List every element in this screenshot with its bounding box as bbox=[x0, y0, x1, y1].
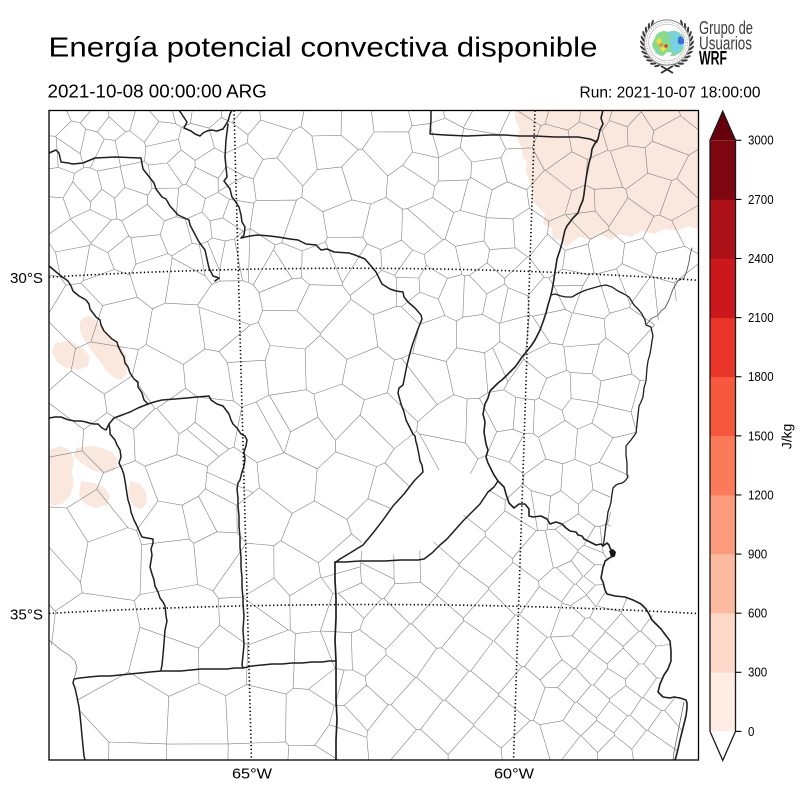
svg-text:300: 300 bbox=[748, 666, 767, 680]
svg-text:60°W: 60°W bbox=[494, 766, 535, 783]
svg-text:35°S: 35°S bbox=[10, 606, 43, 623]
svg-text:1500: 1500 bbox=[748, 429, 774, 443]
svg-text:900: 900 bbox=[748, 547, 767, 561]
svg-text:Grupo de: Grupo de bbox=[699, 18, 753, 38]
svg-text:2400: 2400 bbox=[748, 252, 774, 266]
svg-text:Energía potencial convectiva d: Energía potencial convectiva disponible bbox=[49, 32, 598, 63]
svg-text:3000: 3000 bbox=[748, 134, 774, 148]
svg-text:1200: 1200 bbox=[748, 488, 774, 502]
svg-text:600: 600 bbox=[748, 607, 767, 621]
svg-text:1800: 1800 bbox=[748, 370, 774, 384]
svg-text:2021-10-08 00:00:00 ARG: 2021-10-08 00:00:00 ARG bbox=[48, 81, 267, 102]
svg-text:2700: 2700 bbox=[748, 193, 774, 207]
svg-text:WRF: WRF bbox=[699, 49, 727, 70]
svg-text:J/kg: J/kg bbox=[780, 424, 795, 449]
svg-text:Run: 2021-10-07 18:00:00: Run: 2021-10-07 18:00:00 bbox=[580, 85, 761, 102]
svg-text:0: 0 bbox=[748, 725, 754, 739]
svg-text:2100: 2100 bbox=[748, 311, 774, 325]
svg-text:Usuarios: Usuarios bbox=[699, 34, 752, 54]
svg-text:30°S: 30°S bbox=[10, 270, 43, 287]
svg-text:65°W: 65°W bbox=[232, 766, 273, 783]
